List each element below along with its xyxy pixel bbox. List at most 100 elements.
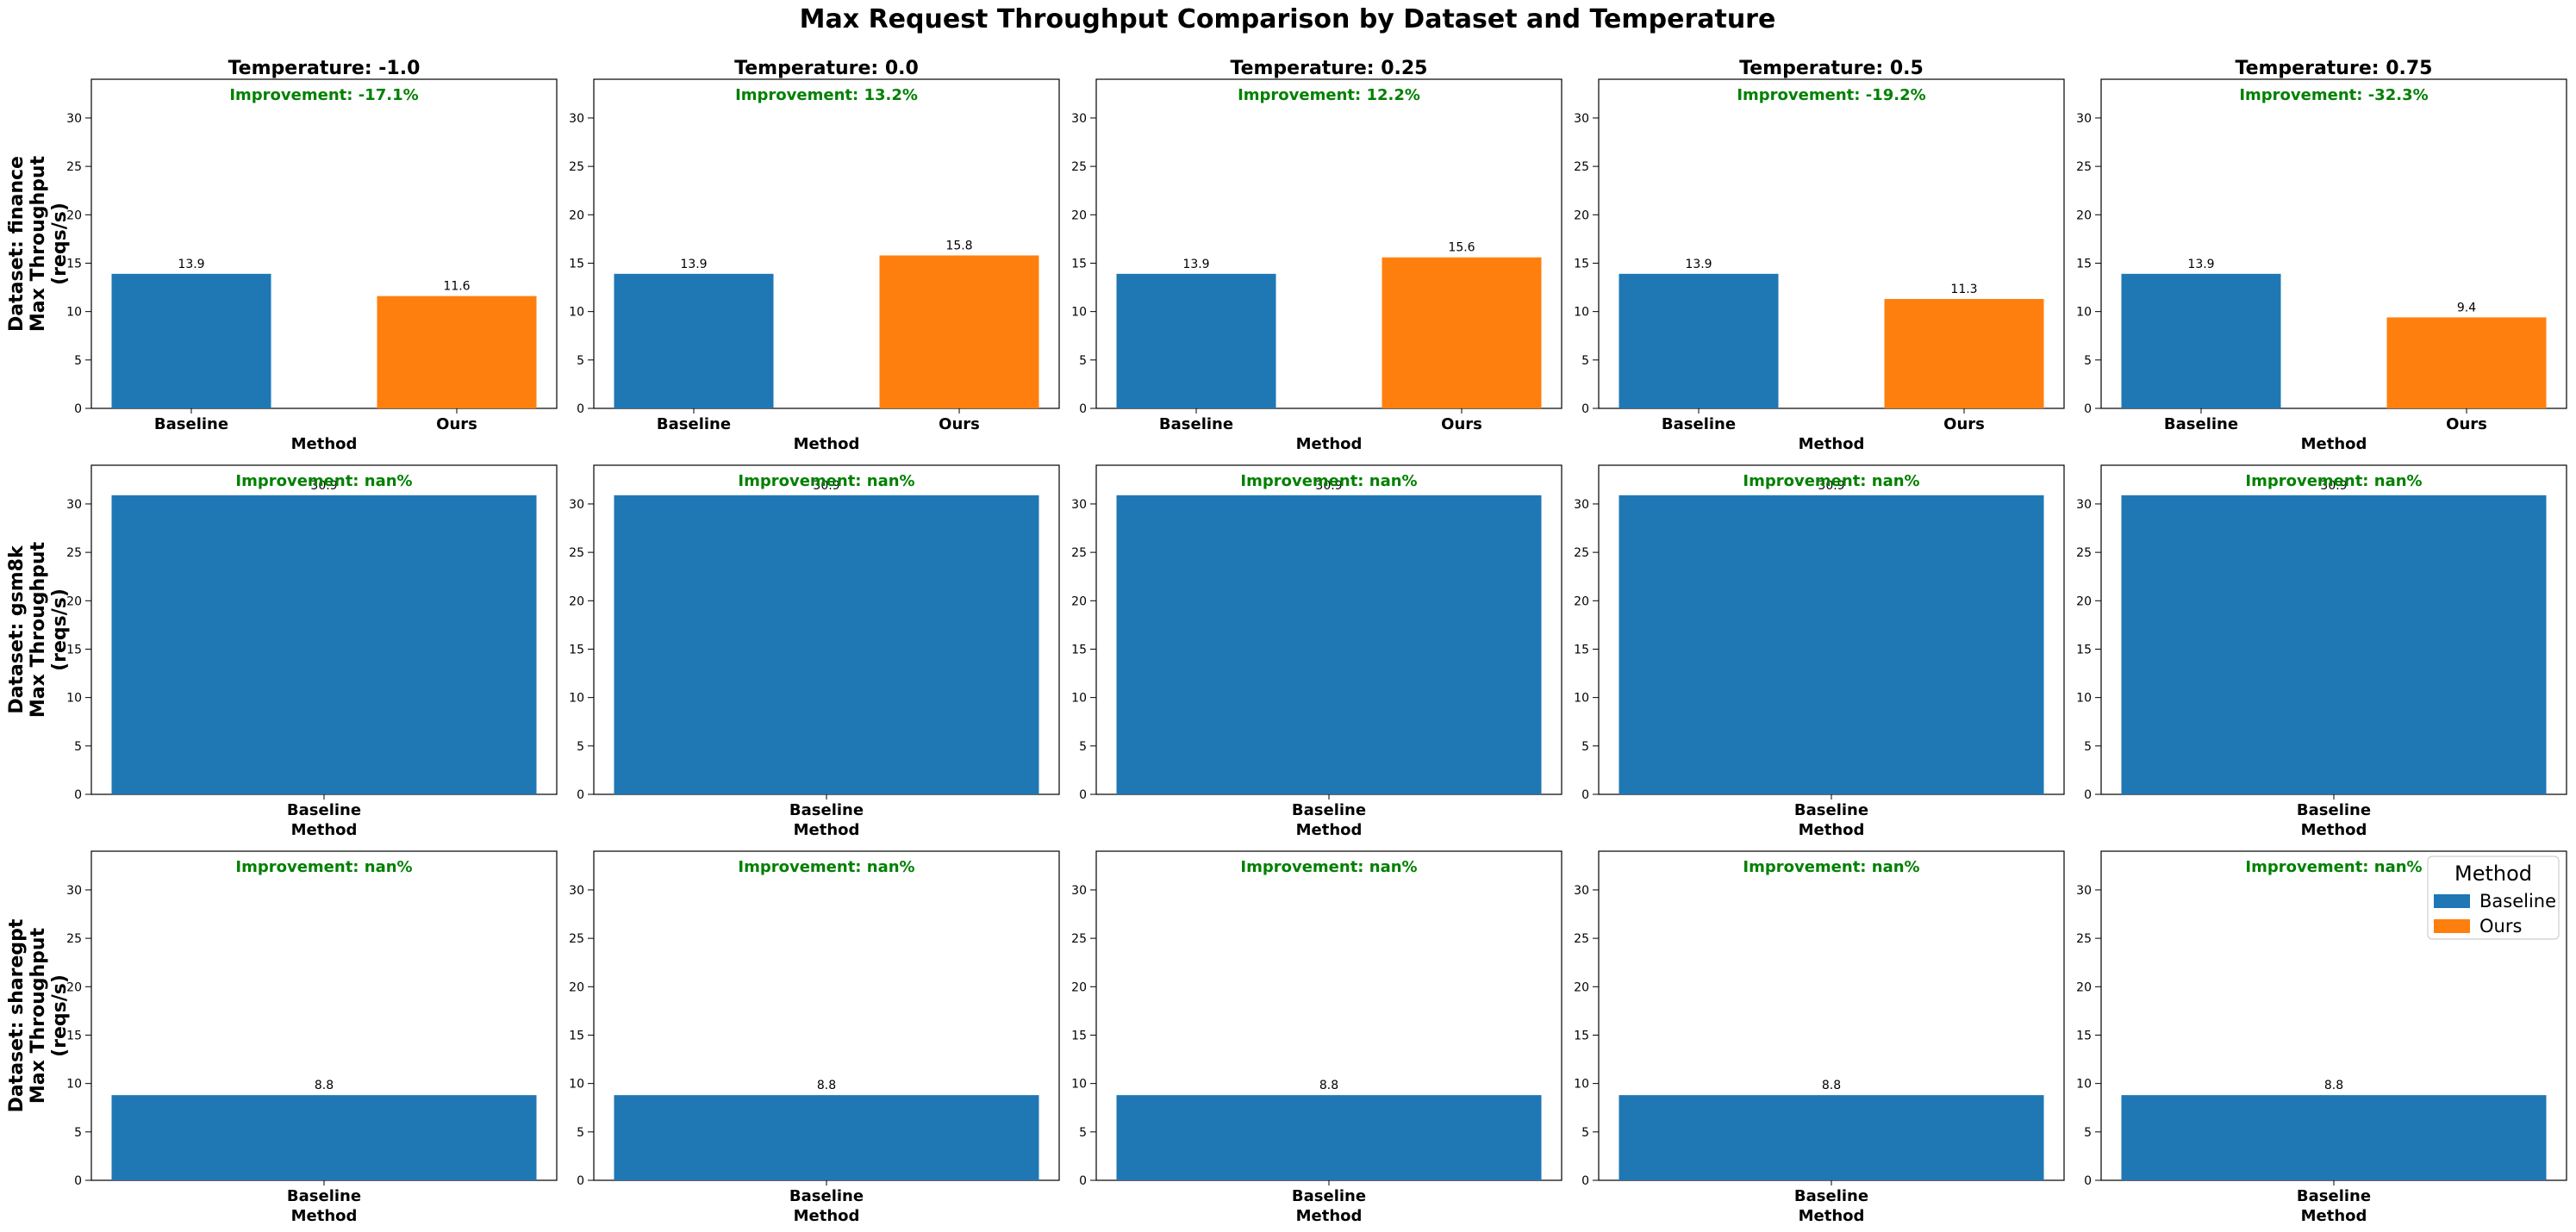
bar-baseline [2121,1095,2547,1180]
y-tick-label: 0 [74,402,82,416]
y-tick-label: 10 [2076,306,2092,320]
x-tick-label: Ours [1441,415,1482,433]
row-label-line: Dataset: finance [6,156,28,332]
bar-value-label: 13.9 [178,258,204,271]
y-tick-label: 20 [569,980,584,994]
improvement-annotation: Improvement: nan% [738,858,914,876]
y-tick-label: 5 [1079,740,1087,754]
column-title-2: Temperature: 0.25 [1231,58,1428,79]
y-tick-label: 20 [1574,594,1589,608]
legend-box [2427,856,2560,940]
legend-swatch-ours [2434,919,2470,933]
row-label-line: (reqs/s) [49,202,71,285]
bar-baseline [1116,495,1542,794]
y-tick-label: 25 [1574,546,1589,560]
bar-baseline [2121,273,2281,408]
y-tick-label: 5 [577,740,584,754]
bar-baseline [1619,1095,2044,1180]
bar-baseline [614,1095,1039,1180]
y-tick-label: 10 [1071,306,1087,320]
y-tick-label: 20 [2076,594,2092,608]
bar-value-label: 13.9 [1182,258,1209,271]
y-tick-label: 15 [1574,1029,1589,1042]
y-tick-label: 30 [569,112,584,126]
y-tick-label: 15 [1574,643,1589,656]
y-tick-label: 30 [66,112,82,126]
y-tick-label: 20 [1071,980,1087,994]
y-tick-label: 30 [1574,498,1589,512]
improvement-annotation: Improvement: nan% [1240,472,1417,490]
improvement-annotation: Improvement: -32.3% [2239,86,2428,104]
y-tick-label: 20 [66,594,82,608]
row-label-0: Dataset: financeMax Throughput(reqs/s) [6,155,71,332]
y-tick-label: 25 [66,932,82,946]
y-tick-label: 25 [569,932,584,946]
bar-ours [2386,317,2547,408]
improvement-annotation: Improvement: 13.2% [735,86,918,104]
y-tick-label: 5 [74,354,82,368]
x-axis-label: Method [1296,821,1363,839]
y-tick-label: 25 [569,546,584,560]
y-tick-label: 15 [66,643,82,656]
y-tick-label: 20 [66,980,82,994]
y-tick-label: 25 [2076,546,2092,560]
x-axis-label: Method [1799,1207,1865,1225]
y-tick-label: 10 [1574,692,1589,706]
x-tick-label: Baseline [154,415,228,433]
legend-label-baseline: Baseline [2479,891,2556,912]
row-label-line: Max Throughput [28,155,49,332]
y-tick-label: 20 [1574,208,1589,222]
y-tick-label: 0 [577,788,584,802]
improvement-annotation: Improvement: nan% [235,858,412,876]
y-tick-label: 15 [569,1029,584,1042]
y-tick-label: 20 [66,208,82,222]
improvement-annotation: Improvement: nan% [2245,858,2422,876]
y-tick-label: 0 [1581,788,1589,802]
row-label-line: Max Throughput [28,541,49,718]
improvement-annotation: Improvement: nan% [1743,858,1919,876]
y-tick-label: 0 [577,1174,584,1188]
y-tick-label: 15 [2076,1029,2092,1042]
row-label-line: (reqs/s) [49,974,71,1057]
y-tick-label: 20 [569,594,584,608]
y-tick-label: 5 [1079,354,1087,368]
x-tick-label: Baseline [2297,1187,2371,1205]
y-tick-label: 20 [1574,980,1589,994]
improvement-annotation: Improvement: nan% [2245,472,2422,490]
y-tick-label: 5 [74,740,82,754]
y-tick-label: 10 [569,692,584,706]
y-tick-label: 25 [1574,932,1589,946]
improvement-annotation: Improvement: nan% [1240,858,1417,876]
x-tick-label: Baseline [2297,801,2371,819]
y-tick-label: 25 [1574,160,1589,174]
row-label-2: Dataset: sharegptMax Throughput(reqs/s) [6,918,71,1112]
x-tick-label: Baseline [1662,415,1736,433]
x-tick-label: Baseline [1292,1187,1366,1205]
y-tick-label: 30 [1071,498,1087,512]
bar-value-label: 13.9 [1685,258,1712,271]
y-tick-label: 30 [2076,112,2092,126]
row-label-line: Max Throughput [28,927,49,1104]
y-tick-label: 10 [1574,1078,1589,1092]
y-tick-label: 5 [577,1126,584,1140]
column-title-3: Temperature: 0.5 [1739,58,1924,79]
y-tick-label: 25 [1071,932,1087,946]
bar-baseline [1619,495,2044,794]
x-tick-label: Ours [436,415,477,433]
bar-value-label: 8.8 [817,1079,836,1092]
y-tick-label: 0 [1079,402,1087,416]
y-tick-label: 0 [74,788,82,802]
y-tick-label: 20 [2076,208,2092,222]
y-tick-label: 20 [1071,208,1087,222]
bar-value-label: 13.9 [680,258,707,271]
bar-value-label: 13.9 [2187,258,2214,271]
bar-value-label: 30.9 [1818,479,1844,493]
bar-baseline [614,495,1039,794]
y-tick-label: 15 [1071,1029,1087,1042]
bar-value-label: 8.8 [1822,1079,1841,1092]
x-axis-label: Method [1296,1207,1363,1225]
y-tick-label: 30 [1574,112,1589,126]
y-tick-label: 0 [2084,788,2092,802]
bar-ours [879,255,1039,408]
bar-baseline [111,1095,537,1180]
